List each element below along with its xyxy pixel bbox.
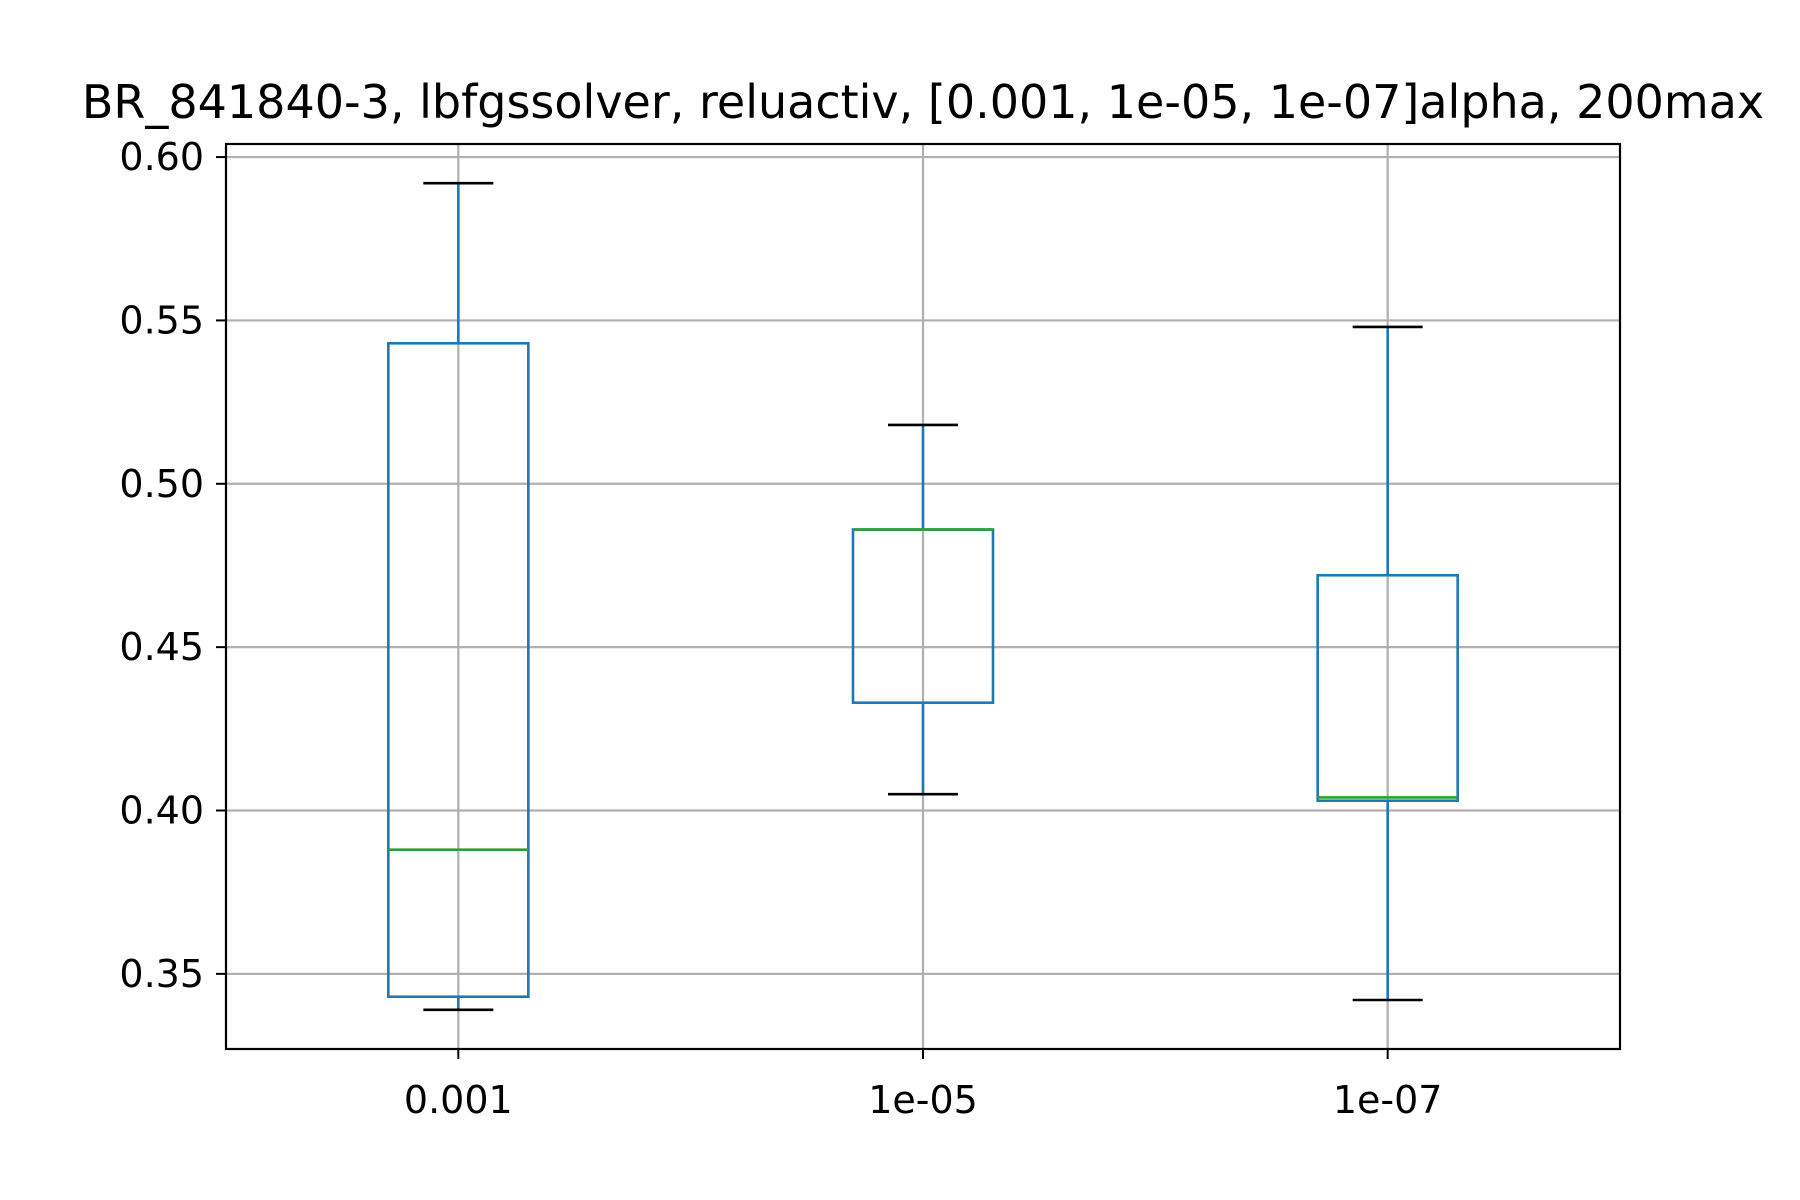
chart-title: BR_841840-3, lbfgssolver, reluactiv, [0.…	[82, 75, 1764, 129]
x-tick-label: 1e-07	[1333, 1078, 1443, 1122]
y-tick-label: 0.60	[119, 135, 204, 179]
iqr-box	[387, 341, 530, 999]
box-group-1e-05	[851, 423, 995, 796]
box-group-1e-07	[1316, 325, 1459, 1002]
x-tick-label: 0.001	[404, 1078, 513, 1122]
box-group-0.001	[387, 181, 530, 1012]
y-tick-label: 0.50	[119, 462, 204, 506]
y-tick-label: 0.45	[119, 625, 204, 669]
y-tick-label: 0.35	[119, 952, 204, 996]
axis-ticks: 0.35 0.40 0.45 0.50 0.55 0.60 0.001 1e-05 1e-07	[119, 135, 1442, 1122]
iqr-box	[1316, 573, 1459, 802]
y-tick-label: 0.55	[119, 298, 204, 342]
x-tick-label: 1e-05	[868, 1078, 978, 1122]
y-tick-label: 0.40	[119, 788, 204, 832]
box-plot-series	[387, 181, 1459, 1012]
